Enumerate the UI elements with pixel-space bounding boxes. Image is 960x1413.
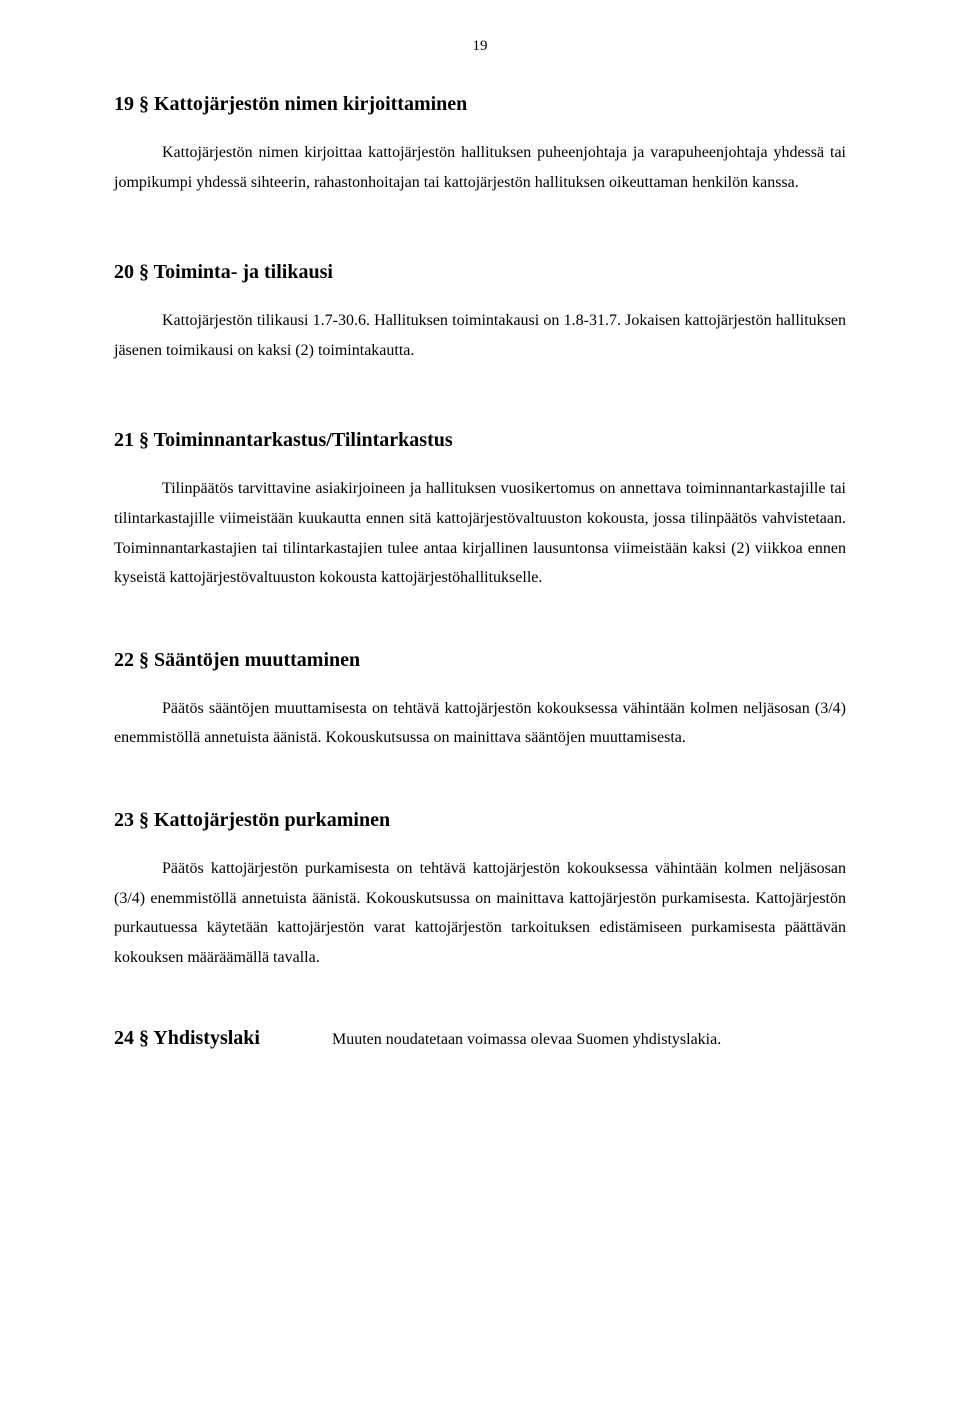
section-spacer bbox=[114, 205, 846, 261]
document-page: 19 19 § Kattojärjestön nimen kirjoittami… bbox=[0, 0, 960, 1413]
section-spacer bbox=[114, 601, 846, 649]
section-21-heading: 21 § Toiminnantarkastus/Tilintarkastus bbox=[114, 429, 846, 452]
section-spacer bbox=[114, 373, 846, 429]
section-24-heading: 24 § Yhdistyslaki bbox=[114, 1027, 260, 1049]
page-number: 19 bbox=[114, 38, 846, 55]
section-24-text: Muuten noudatetaan voimassa olevaa Suome… bbox=[332, 1031, 721, 1048]
section-spacer bbox=[114, 761, 846, 809]
section-22-heading: 22 § Sääntöjen muuttaminen bbox=[114, 649, 846, 672]
section-20-paragraph: Kattojärjestön tilikausi 1.7-30.6. Halli… bbox=[114, 306, 846, 365]
section-21-paragraph: Tilinpäätös tarvittavine asiakirjoineen … bbox=[114, 474, 846, 592]
section-23-heading: 23 § Kattojärjestön purkaminen bbox=[114, 809, 846, 832]
section-20-heading: 20 § Toiminta- ja tilikausi bbox=[114, 261, 846, 284]
section-23-paragraph: Päätös kattojärjestön purkamisesta on te… bbox=[114, 854, 846, 972]
section-24-line: 24 § Yhdistyslaki Muuten noudatetaan voi… bbox=[114, 1020, 846, 1057]
section-19-heading: 19 § Kattojärjestön nimen kirjoittaminen bbox=[114, 93, 846, 116]
section-19-paragraph: Kattojärjestön nimen kirjoittaa kattojär… bbox=[114, 138, 846, 197]
section-22-paragraph: Päätös sääntöjen muuttamisesta on tehtäv… bbox=[114, 694, 846, 753]
